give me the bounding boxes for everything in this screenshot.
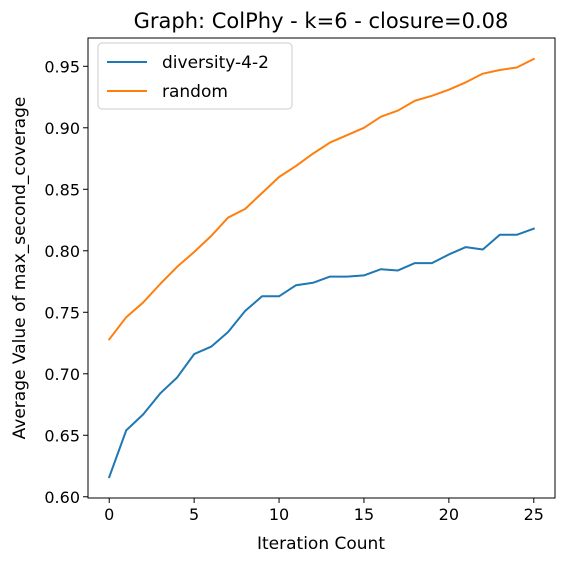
y-axis: 0.60 0.65 0.70 0.75 0.80 0.85 0.90 0.95 xyxy=(44,57,88,507)
plot-area xyxy=(87,37,556,499)
x-tick-label: 0 xyxy=(104,505,114,524)
y-tick-label: 0.85 xyxy=(44,180,80,199)
plot-frame xyxy=(87,37,556,499)
x-tick-label: 20 xyxy=(439,505,459,524)
y-tick-label: 0.70 xyxy=(44,365,80,384)
x-tick-label: 25 xyxy=(524,505,544,524)
legend: diversity-4-2 random xyxy=(97,42,293,110)
series-line-diversity-4-2 xyxy=(107,227,536,479)
y-axis-label: Average Value of max_second_coverage xyxy=(10,97,30,440)
y-tick-label: 0.65 xyxy=(44,426,80,445)
y-tick-label: 0.75 xyxy=(44,303,80,322)
x-axis: 0 5 10 15 20 25 xyxy=(104,498,544,524)
legend-entry-label: random xyxy=(162,82,228,102)
y-tick-label: 0.95 xyxy=(44,57,80,76)
x-axis-label: Iteration Count xyxy=(257,534,385,554)
legend-box xyxy=(97,42,293,110)
legend-entry-label: diversity-4-2 xyxy=(162,53,269,73)
x-tick-label: 10 xyxy=(269,505,289,524)
y-tick-label: 0.80 xyxy=(44,242,80,261)
series-lines xyxy=(107,57,536,479)
x-tick-label: 5 xyxy=(189,505,199,524)
y-tick-label: 0.90 xyxy=(44,119,80,138)
y-tick-label: 0.60 xyxy=(44,488,80,507)
chart-title: Graph: ColPhy - k=6 - closure=0.08 xyxy=(134,9,509,33)
x-tick-label: 15 xyxy=(354,505,374,524)
series-line-random xyxy=(107,57,536,341)
